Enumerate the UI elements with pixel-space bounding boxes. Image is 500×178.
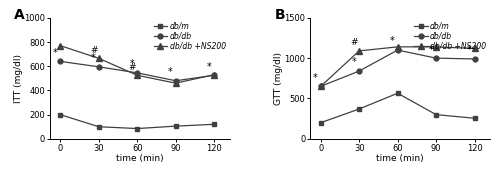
Text: *: * xyxy=(428,44,434,54)
X-axis label: time (min): time (min) xyxy=(376,154,424,163)
Y-axis label: GTT (mg/dl): GTT (mg/dl) xyxy=(274,52,283,105)
Text: *: * xyxy=(390,36,395,46)
Text: *: * xyxy=(206,62,212,72)
Text: *: * xyxy=(313,73,318,83)
Text: #: # xyxy=(128,63,136,72)
Text: *: * xyxy=(352,57,356,67)
Text: A: A xyxy=(14,8,25,22)
Legend: db/m, db/db, db/db +NS200: db/m, db/db, db/db +NS200 xyxy=(414,22,486,51)
Text: #: # xyxy=(90,46,98,55)
Text: *: * xyxy=(130,59,134,69)
Y-axis label: ITT (mg/dl): ITT (mg/dl) xyxy=(14,54,23,103)
Text: #: # xyxy=(350,38,358,47)
X-axis label: time (min): time (min) xyxy=(116,154,164,163)
Legend: db/m, db/db, db/db +NS200: db/m, db/db, db/db +NS200 xyxy=(154,22,226,51)
Text: *: * xyxy=(91,53,96,63)
Text: B: B xyxy=(274,8,285,22)
Text: *: * xyxy=(168,67,173,77)
Text: *: * xyxy=(467,45,472,55)
Text: *: * xyxy=(53,48,58,58)
